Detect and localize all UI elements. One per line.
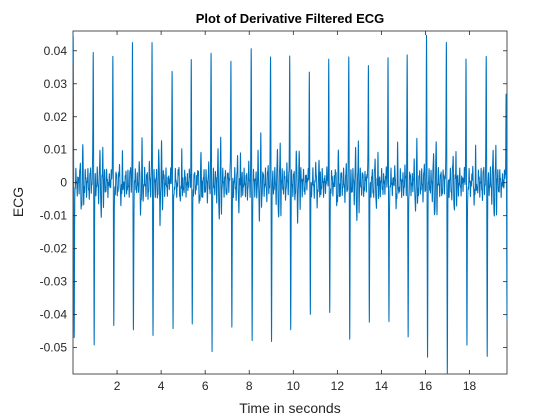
chart-title: Plot of Derivative Filtered ECG [196,11,385,26]
x-tick-label: 8 [246,379,253,393]
y-tick-label: -0.02 [40,242,68,256]
y-tick-label: 0 [60,176,67,190]
x-tick-label: 16 [419,379,433,393]
x-tick-label: 18 [463,379,477,393]
x-tick-label: 6 [202,379,209,393]
x-tick-label: 4 [158,379,165,393]
y-tick-label: 0.01 [44,143,68,157]
x-tick-label: 2 [114,379,121,393]
ecg-series-line [72,34,508,375]
x-tick-label: 10 [287,379,301,393]
y-tick-label: 0.04 [44,44,68,58]
y-axis-label: ECG [10,187,26,217]
y-tick-label: -0.05 [40,341,68,355]
x-axis-label: Time in seconds [239,400,340,416]
y-tick-label: -0.04 [40,308,68,322]
y-tick-label: 0.03 [44,77,68,91]
tick-layer: 2 4 6 8 10 12 14 16 18 -0.05 -0.04 -0.03 -0.02 -0.01 0… [40,31,507,393]
y-tick-label: -0.01 [40,209,68,223]
y-tick-label: 0.02 [44,110,68,124]
y-tick-label: -0.03 [40,275,68,289]
signal-layer [72,34,508,375]
x-tick-label: 14 [375,379,389,393]
x-tick-label: 12 [331,379,345,393]
